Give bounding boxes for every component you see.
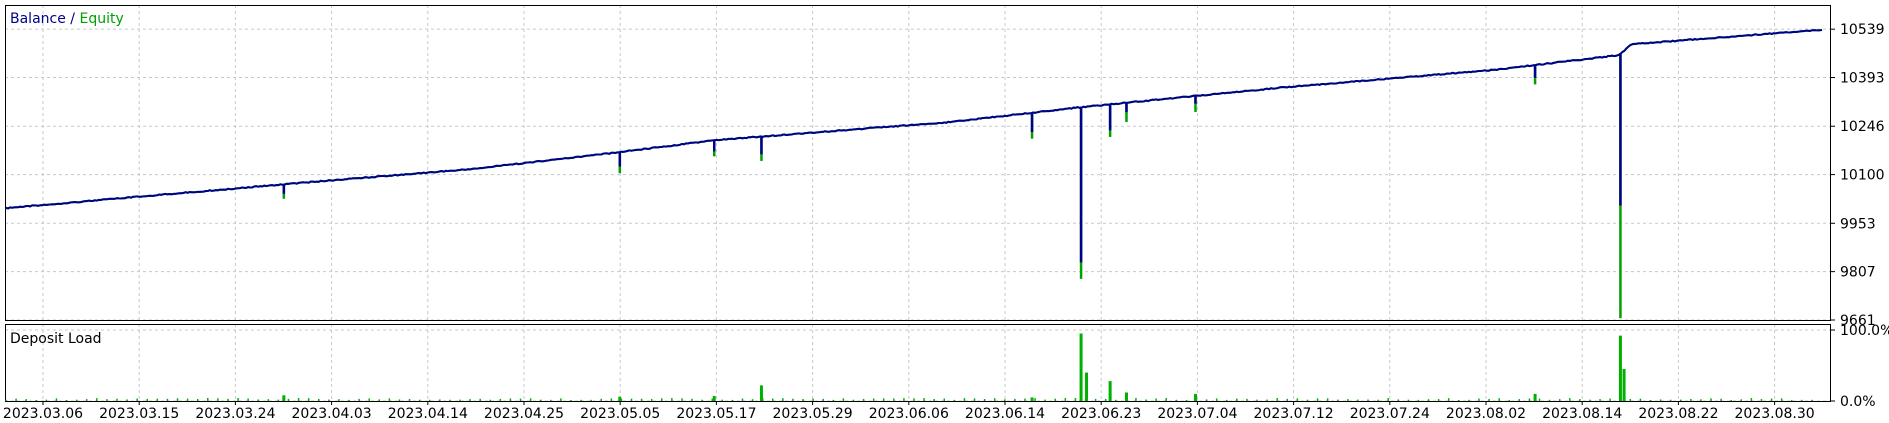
x-tick-label: 2023.05.05 — [580, 406, 660, 422]
upper-grid — [5, 5, 1830, 321]
y-tick-label: 9953 — [1840, 216, 1876, 232]
x-tick-label: 2023.08.30 — [1735, 406, 1815, 422]
upper-series — [5, 28, 1823, 319]
x-tick-label: 2023.08.02 — [1446, 406, 1526, 422]
y-tick-label: 9807 — [1840, 265, 1876, 281]
x-tick-label: 2023.03.15 — [99, 406, 179, 422]
y-tick-label: 10246 — [1840, 119, 1885, 135]
x-tick-label: 2023.05.29 — [773, 406, 853, 422]
x-tick-label: 2023.05.17 — [676, 406, 756, 422]
x-axis: 2023.03.06 2023.03.15 2023.03.24 2023.04.03… — [3, 401, 1815, 422]
balance-line — [5, 28, 1823, 210]
x-tick-label: 2023.03.06 — [3, 406, 83, 422]
y-tick-label: 10100 — [1840, 168, 1885, 184]
y-tick-label: 10539 — [1840, 22, 1885, 38]
upper-panel-frame — [5, 5, 1831, 321]
upper-y-axis: 10539 10393 10246 10100 9953 9807 9661 — [1830, 22, 1885, 329]
y-tick-label: 9661 — [1840, 313, 1876, 329]
lower-y-tick-label: 0.0% — [1840, 394, 1876, 410]
legend: Balance / Equity — [10, 11, 124, 27]
y-tick-label: 10393 — [1840, 71, 1885, 87]
x-tick-label: 2023.08.22 — [1638, 406, 1718, 422]
lower-y-axis: 100.0% 0.0% — [1830, 323, 1889, 410]
x-tick-label: 2023.06.23 — [1061, 406, 1141, 422]
x-tick-label: 2023.04.14 — [388, 406, 468, 422]
legend-separator: / — [66, 11, 80, 27]
x-tick-label: 2023.06.14 — [965, 406, 1045, 422]
lower-y-tick-label: 100.0% — [1840, 323, 1889, 339]
x-tick-label: 2023.08.14 — [1542, 406, 1622, 422]
legend-equity: Equity — [79, 11, 123, 27]
x-tick-label: 2023.04.25 — [484, 406, 564, 422]
legend-balance: Balance — [10, 11, 66, 27]
deposit-load-title: Deposit Load — [10, 331, 102, 347]
x-tick-label: 2023.07.04 — [1157, 406, 1237, 422]
lower-panel-frame — [5, 324, 1831, 402]
x-tick-label: 2023.03.24 — [195, 406, 275, 422]
x-tick-label: 2023.06.06 — [869, 406, 949, 422]
lower-grid — [5, 324, 1830, 402]
x-tick-label: 2023.07.24 — [1350, 406, 1430, 422]
equity-line — [5, 28, 1823, 210]
x-tick-label: 2023.04.03 — [292, 406, 372, 422]
x-tick-label: 2023.07.12 — [1254, 406, 1334, 422]
deposit-load-series — [5, 333, 1813, 401]
